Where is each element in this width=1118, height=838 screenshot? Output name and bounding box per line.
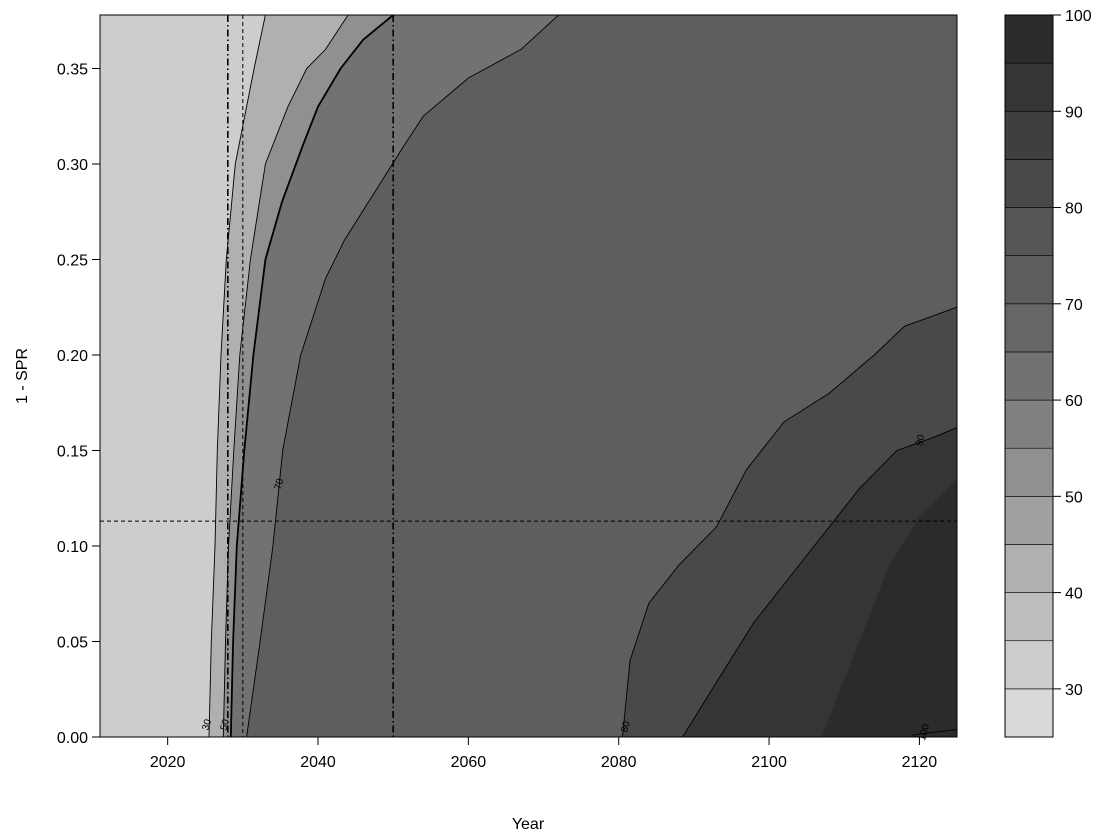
y-tick-label-0.15: 0.15 [57, 443, 88, 460]
x-tick-label-2020: 2020 [150, 754, 186, 771]
y-axis-label: 1 - SPR [14, 348, 31, 404]
x-tick-label-2040: 2040 [300, 754, 336, 771]
x-axis: 2020 2040 2060 2080 2100 2120 [150, 737, 937, 771]
colorbar: 30 40 50 60 70 80 90 100 [1004, 8, 1092, 738]
y-tick-label-0.00: 0.00 [57, 730, 88, 747]
contour-line-50 [222, 15, 349, 737]
y-tick-label-0.35: 0.35 [57, 61, 88, 78]
x-axis-label: Year [512, 816, 545, 833]
contour-label-80: 80 [619, 720, 633, 734]
x-tick-label-2120: 2120 [902, 754, 938, 771]
colorbar-tick-label-40: 40 [1065, 586, 1083, 603]
colorbar-tick-label-80: 80 [1065, 201, 1083, 218]
plot-frame [99, 14, 958, 738]
x-tick-label-2060: 2060 [451, 754, 487, 771]
colorbar-swatch-80 [1004, 159, 1054, 208]
y-tick-label-0.30: 0.30 [57, 157, 88, 174]
colorbar-swatch-75 [1004, 207, 1054, 256]
y-tick-label-0.05: 0.05 [57, 634, 88, 651]
x-tick-label-2080: 2080 [601, 754, 637, 771]
colorbar-tick-label-90: 90 [1065, 104, 1083, 121]
contour-label-30: 30 [201, 718, 215, 732]
contour-line-90 [682, 427, 957, 737]
contour-label-50: 50 [219, 718, 233, 732]
contour-label-90: 90 [914, 433, 928, 447]
contour-line-80 [622, 306, 957, 737]
y-axis: 0.00 0.05 0.10 0.15 0.20 0.25 0.30 0.35 [57, 61, 100, 747]
contour-line-70 [246, 15, 559, 737]
y-tick-label-0.25: 0.25 [57, 252, 88, 269]
contour-line-60 [229, 15, 394, 737]
colorbar-tick-label-30: 30 [1065, 682, 1083, 699]
contour-line-100 [911, 728, 957, 736]
contour-line-layer [208, 15, 957, 737]
x-tick-label-2100: 2100 [751, 754, 787, 771]
contour-label-70: 70 [273, 477, 287, 491]
colorbar-swatch-65 [1004, 303, 1054, 353]
colorbar-swatch-70 [1004, 255, 1054, 305]
colorbar-tick-label-60: 60 [1065, 393, 1083, 410]
colorbar-swatch-25 [1004, 688, 1054, 738]
colorbar-swatch-85 [1004, 110, 1054, 160]
colorbar-swatch-35 [1004, 592, 1054, 642]
contour-fill-layer [100, 15, 957, 737]
colorbar-swatch-30 [1004, 640, 1054, 690]
contour-line-30 [208, 15, 266, 737]
y-tick-label-0.20: 0.20 [57, 348, 88, 365]
colorbar-swatch-50 [1004, 447, 1054, 497]
colorbar-tick-label-100: 100 [1065, 8, 1092, 25]
reference-line-layer [100, 15, 957, 737]
contour-band-7 [821, 479, 957, 737]
colorbar-tick-label-70: 70 [1065, 297, 1083, 314]
colorbar-swatch-45 [1004, 496, 1054, 545]
colorbar-swatch-60 [1004, 351, 1054, 401]
y-tick-label-0.10: 0.10 [57, 539, 88, 556]
colorbar-swatch-95 [1004, 14, 1054, 64]
colorbar-tick-label-50: 50 [1065, 489, 1083, 506]
colorbar-swatch-90 [1004, 62, 1054, 112]
colorbar-swatch-40 [1004, 544, 1054, 593]
colorbar-swatch-55 [1004, 399, 1054, 449]
colorbar-frame [1004, 14, 1054, 738]
